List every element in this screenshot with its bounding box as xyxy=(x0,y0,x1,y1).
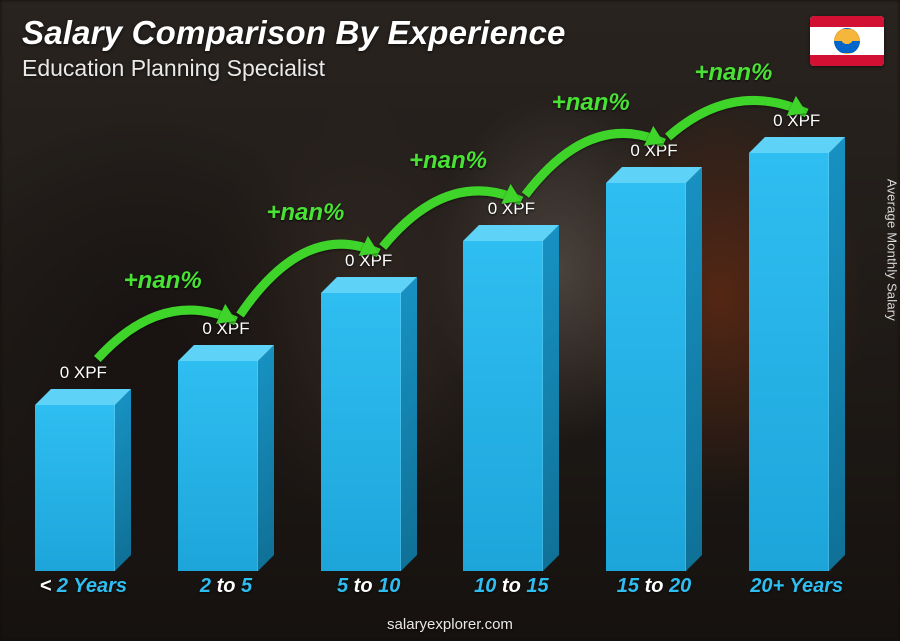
increase-label: +nan% xyxy=(124,267,202,295)
bar-value-label: 0 XPF xyxy=(60,363,107,383)
bar-3: 0 XPF xyxy=(458,120,565,571)
bar-value-label: 0 XPF xyxy=(345,251,392,271)
bar-value-label: 0 XPF xyxy=(773,111,820,131)
salary-bar-chart: 0 XPF 0 XPF 0 XPF 0 XPF 0 XPF 0 XPF +nan% +nan… xyxy=(0,120,900,571)
bar-0: 0 XPF xyxy=(30,120,137,571)
increase-label: +nan% xyxy=(552,89,630,117)
bar-5: 0 XPF xyxy=(743,120,850,571)
increase-label: +nan% xyxy=(409,147,487,175)
bar-1: 0 XPF xyxy=(173,120,280,571)
x-label: 10 to 15 xyxy=(458,575,565,607)
bar-value-label: 0 XPF xyxy=(202,319,249,339)
x-label: < 2 Years xyxy=(30,575,137,607)
x-label: 5 to 10 xyxy=(315,575,422,607)
x-axis-labels: < 2 Years 2 to 5 5 to 10 10 to 15 15 to 20 20… xyxy=(30,575,850,607)
x-label: 15 to 20 xyxy=(601,575,708,607)
increase-label: +nan% xyxy=(266,199,344,227)
bar-4: 0 XPF xyxy=(601,120,708,571)
page-subtitle: Education Planning Specialist xyxy=(22,55,325,82)
page-title: Salary Comparison By Experience xyxy=(22,14,566,52)
x-label: 2 to 5 xyxy=(173,575,280,607)
x-label: 20+ Years xyxy=(743,575,850,607)
bar-2: 0 XPF xyxy=(315,120,422,571)
footer-attribution: salaryexplorer.com xyxy=(0,616,900,633)
bar-value-label: 0 XPF xyxy=(630,141,677,161)
bar-value-label: 0 XPF xyxy=(488,199,535,219)
increase-label: +nan% xyxy=(694,59,772,87)
country-flag xyxy=(810,16,884,66)
